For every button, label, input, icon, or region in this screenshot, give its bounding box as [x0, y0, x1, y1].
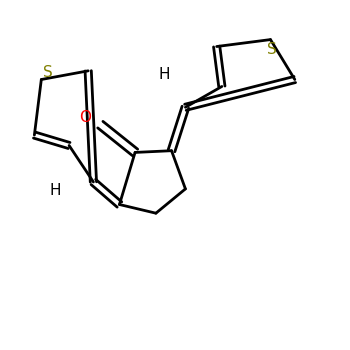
Text: H: H	[159, 67, 170, 82]
Text: O: O	[79, 110, 91, 125]
Text: S: S	[267, 42, 277, 57]
Text: S: S	[43, 65, 53, 80]
Text: H: H	[49, 183, 61, 198]
